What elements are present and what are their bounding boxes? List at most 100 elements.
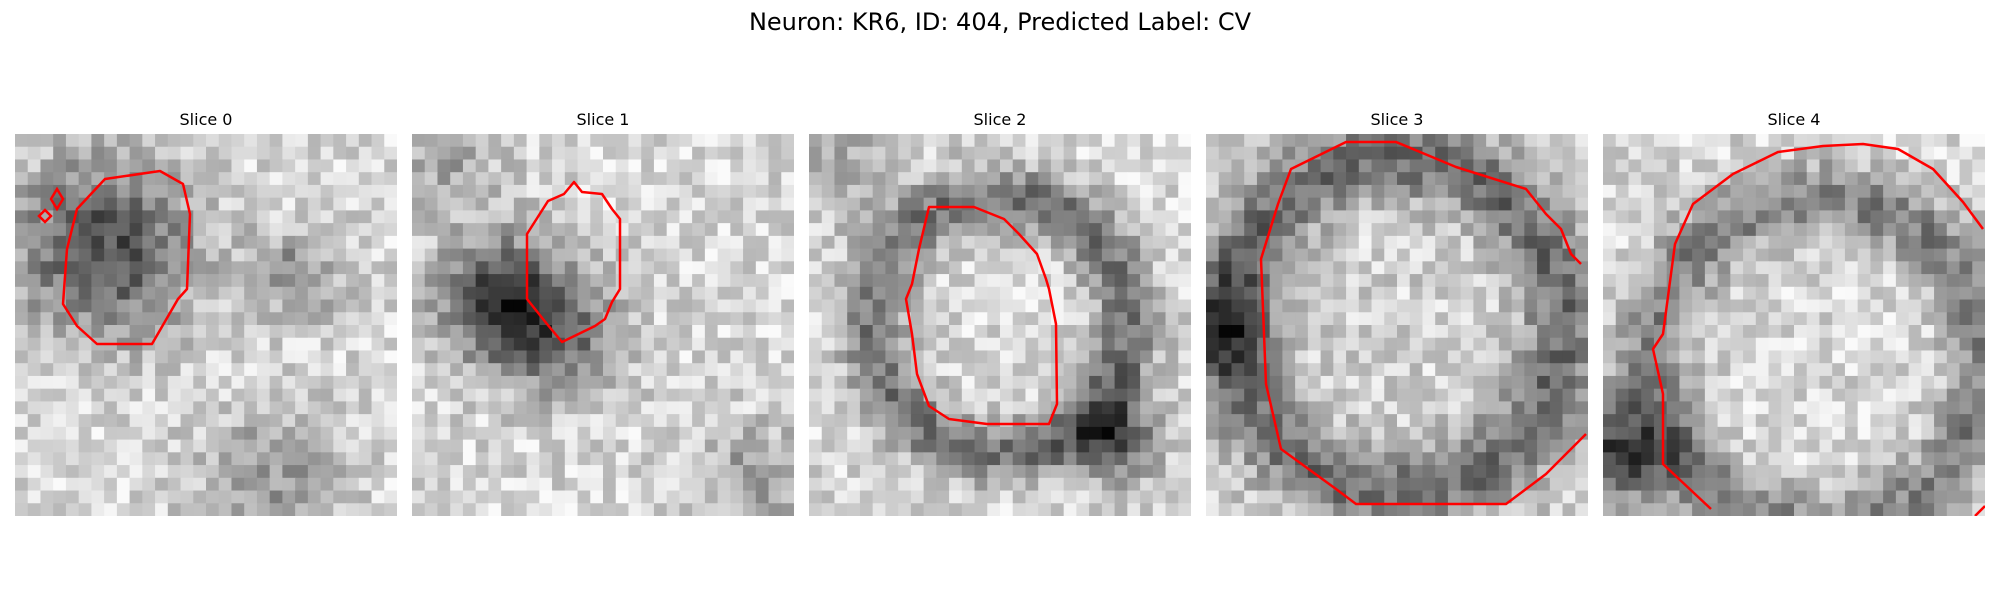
- pixel: [244, 159, 258, 173]
- pixel: [116, 299, 131, 313]
- pixel: [104, 286, 118, 301]
- pixel: [231, 261, 245, 275]
- pixel: [666, 223, 680, 237]
- pixel: [412, 477, 426, 492]
- pixel: [1781, 172, 1795, 186]
- pixel: [577, 210, 591, 224]
- pixel: [1498, 337, 1513, 351]
- pixel: [987, 503, 1001, 516]
- pixel: [1806, 490, 1820, 504]
- pixel: [1473, 159, 1487, 173]
- pixel: [628, 363, 642, 377]
- pixel: [590, 223, 604, 237]
- pixel: [1844, 325, 1859, 339]
- pixel: [1282, 414, 1296, 428]
- pixel: [1486, 465, 1500, 479]
- pixel: [679, 490, 693, 504]
- pixel: [1178, 452, 1191, 466]
- pixel: [1934, 274, 1948, 288]
- pixel: [1076, 375, 1090, 390]
- pixel: [898, 223, 912, 237]
- pixel: [1101, 363, 1116, 377]
- pixel: [244, 286, 258, 301]
- pixel: [282, 261, 296, 275]
- pixel: [974, 299, 988, 313]
- pixel: [730, 503, 744, 516]
- pixel: [333, 159, 347, 173]
- pixel: [539, 388, 553, 402]
- pixel: [104, 414, 118, 428]
- pixel: [1679, 286, 1693, 301]
- pixel: [1743, 388, 1757, 402]
- pixel: [1743, 452, 1757, 466]
- pixel: [539, 134, 553, 148]
- pixel: [218, 210, 232, 224]
- pixel: [1152, 388, 1167, 402]
- pixel: [1743, 197, 1757, 211]
- pixel: [15, 299, 29, 313]
- pixel: [1832, 439, 1846, 453]
- pixel: [333, 426, 347, 441]
- pixel: [628, 401, 642, 415]
- pixel: [1114, 350, 1128, 364]
- slice-panel-4: Slice 4: [1603, 110, 1985, 516]
- pixel: [1295, 197, 1309, 211]
- pixel: [1946, 477, 1961, 492]
- pixel: [641, 172, 655, 186]
- pixel: [1076, 452, 1090, 466]
- pixel: [346, 197, 360, 211]
- pixel: [1320, 210, 1334, 224]
- pixel: [1946, 159, 1961, 173]
- pixel: [1511, 172, 1525, 186]
- pixel: [641, 375, 655, 390]
- pixel: [475, 503, 489, 516]
- pixel: [1473, 146, 1487, 160]
- pixel: [384, 452, 397, 466]
- pixel: [1743, 146, 1757, 160]
- pixel: [269, 465, 283, 479]
- pixel: [1460, 172, 1474, 186]
- pixel: [333, 477, 347, 492]
- pixel: [1575, 337, 1588, 351]
- pixel: [1524, 248, 1538, 262]
- pixel: [564, 363, 579, 377]
- pixel: [1384, 375, 1398, 390]
- pixel: [692, 401, 706, 415]
- pixel: [987, 286, 1001, 301]
- pixel: [679, 363, 693, 377]
- pixel: [1486, 375, 1500, 390]
- pixel: [1178, 261, 1191, 275]
- pixel: [384, 134, 397, 148]
- pixel: [1422, 134, 1436, 148]
- pixel: [1603, 490, 1617, 504]
- pixel: [40, 439, 54, 453]
- pixel: [1038, 337, 1052, 351]
- pixel: [218, 503, 232, 516]
- pixel: [949, 299, 963, 313]
- pixel: [15, 363, 29, 377]
- pixel: [1038, 325, 1052, 339]
- pixel: [1511, 274, 1525, 288]
- pixel: [1628, 299, 1642, 313]
- pixel: [1908, 184, 1922, 199]
- pixel: [333, 261, 347, 275]
- pixel: [1972, 274, 1985, 288]
- pixel: [1653, 210, 1668, 224]
- pixel: [1768, 401, 1782, 415]
- pixel: [27, 375, 41, 390]
- pixel: [1679, 274, 1693, 288]
- pixel: [475, 337, 489, 351]
- pixel: [821, 197, 835, 211]
- pixel: [1282, 299, 1296, 313]
- pixel: [847, 274, 861, 288]
- pixel: [371, 146, 385, 160]
- pixel: [1346, 286, 1360, 301]
- pixel: [1114, 490, 1128, 504]
- pixel: [1307, 299, 1322, 313]
- pixel: [1244, 350, 1258, 364]
- pixel: [65, 299, 80, 313]
- pixel: [1615, 248, 1629, 262]
- pixel: [834, 248, 848, 262]
- pixel: [1409, 337, 1423, 351]
- pixel: [653, 388, 668, 402]
